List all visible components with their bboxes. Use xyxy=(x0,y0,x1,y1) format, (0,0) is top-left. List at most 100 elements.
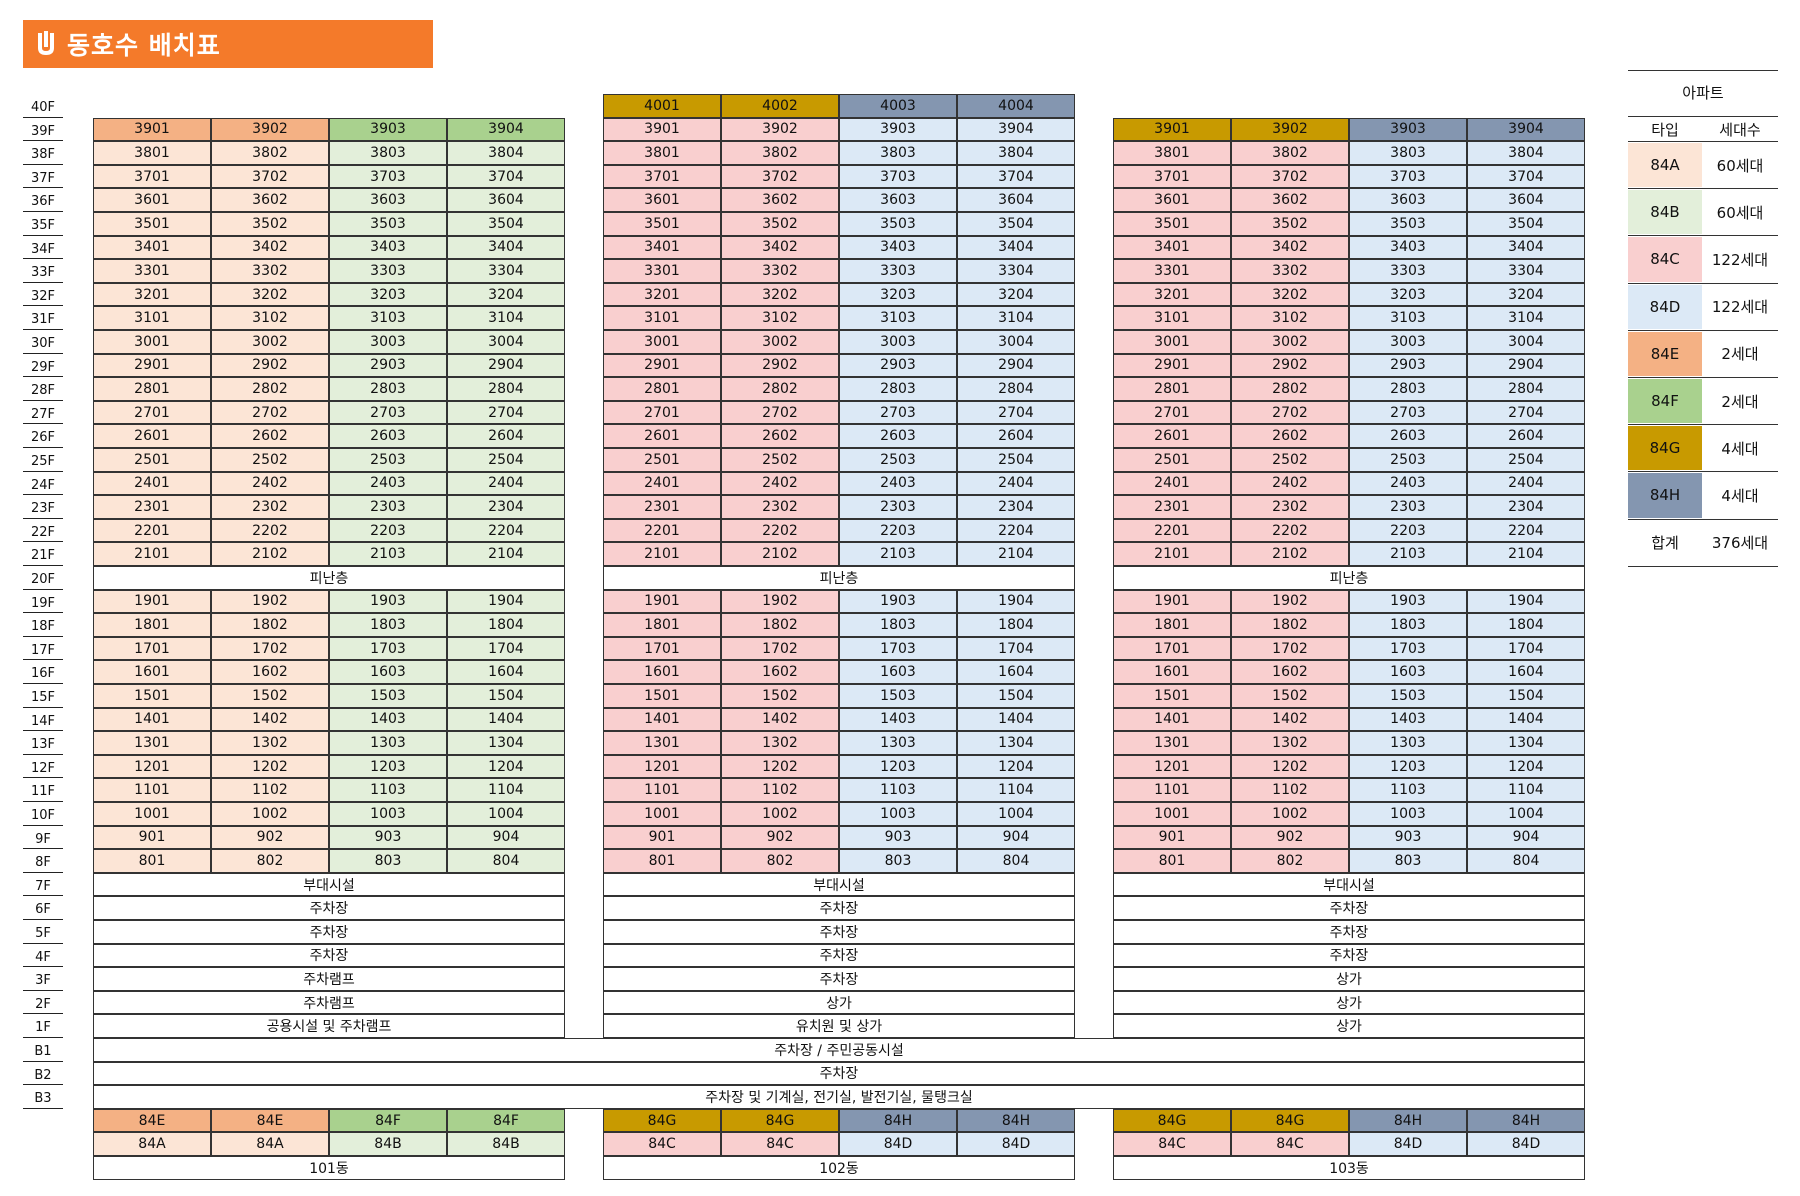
unit-cell: 2201 xyxy=(1113,518,1231,543)
unit-cell: 3401 xyxy=(93,235,211,260)
unit-cell: 1102 xyxy=(1231,778,1349,802)
facility-row: 주차램프 xyxy=(93,990,565,1015)
legend-type-swatch: 84G xyxy=(1628,426,1702,471)
floor-label: 37F xyxy=(23,167,63,189)
facility-row: 상가 xyxy=(1113,990,1585,1015)
unit-cell: 2103 xyxy=(1349,542,1467,566)
unit-cell: 1701 xyxy=(93,636,211,661)
unit-cell: 1704 xyxy=(447,636,565,661)
unit-cell: 1001 xyxy=(1113,802,1231,826)
unit-cell: 3801 xyxy=(603,141,721,165)
facility-row: 부대시설 xyxy=(1113,872,1585,897)
unit-cell: 3002 xyxy=(721,330,839,354)
unit-cell: 3703 xyxy=(839,164,957,189)
unit-cell: 904 xyxy=(447,825,565,850)
unit-cell: 1104 xyxy=(447,778,565,802)
unit-cell: 2202 xyxy=(211,518,329,543)
unit-cell: 2802 xyxy=(721,377,839,401)
floor-label: 14F xyxy=(23,710,63,732)
unit-cell: 802 xyxy=(721,849,839,873)
unit-cell: 3503 xyxy=(839,212,957,236)
facility-row: 주차장 xyxy=(603,896,1075,920)
unit-cell: 2202 xyxy=(721,518,839,543)
unit-cell: 901 xyxy=(603,825,721,850)
unit-cell: 3501 xyxy=(93,212,211,236)
unit-cell: 1702 xyxy=(211,636,329,661)
unit-cell: 3002 xyxy=(1231,330,1349,354)
unit-cell: 3603 xyxy=(839,188,957,212)
unit-cell: 1703 xyxy=(1349,636,1467,661)
unit-cell: 1504 xyxy=(1467,684,1585,708)
unit-cell: 2701 xyxy=(1113,400,1231,425)
unit-cell: 3203 xyxy=(329,282,447,307)
unit-cell: 2902 xyxy=(1231,353,1349,378)
unit-cell: 3101 xyxy=(603,306,721,330)
unit-cell: 1803 xyxy=(1349,613,1467,637)
unit-cell: 3504 xyxy=(957,212,1075,236)
unit-cell: 1701 xyxy=(603,636,721,661)
floor-label: 29F xyxy=(23,356,63,378)
unit-cell: 1704 xyxy=(957,636,1075,661)
unit-cell: 1203 xyxy=(329,754,447,779)
unit-cell: 1302 xyxy=(211,731,329,755)
unit-cell: 2903 xyxy=(839,353,957,378)
unit-cell: 1001 xyxy=(93,802,211,826)
unit-cell: 2401 xyxy=(603,471,721,496)
type-cell: 84H xyxy=(1467,1108,1585,1133)
type-cell: 84C xyxy=(603,1132,721,1156)
unit-cell: 1101 xyxy=(1113,778,1231,802)
floor-label: 9F xyxy=(23,828,63,850)
unit-cell: 2501 xyxy=(93,448,211,472)
legend-divider xyxy=(1628,377,1778,378)
unit-cell: 1904 xyxy=(447,589,565,614)
floor-label: 25F xyxy=(23,450,63,472)
floor-label: 27F xyxy=(23,403,63,425)
unit-cell: 1102 xyxy=(211,778,329,802)
unit-cell: 2101 xyxy=(93,542,211,566)
unit-cell: 2604 xyxy=(957,424,1075,448)
unit-cell: 2603 xyxy=(1349,424,1467,448)
floor-label: 18F xyxy=(23,615,63,637)
unit-cell: 2702 xyxy=(1231,400,1349,425)
unit-cell: 1702 xyxy=(721,636,839,661)
unit-cell: 903 xyxy=(329,825,447,850)
unit-cell: 803 xyxy=(329,849,447,873)
unit-cell: 1603 xyxy=(1349,660,1467,684)
unit-cell: 3803 xyxy=(1349,141,1467,165)
unit-cell: 2503 xyxy=(329,448,447,472)
unit-cell: 2402 xyxy=(721,471,839,496)
unit-cell: 1101 xyxy=(603,778,721,802)
unit-cell: 3802 xyxy=(1231,141,1349,165)
unit-cell: 3902 xyxy=(1231,117,1349,142)
unit-cell: 3001 xyxy=(603,330,721,354)
unit-cell: 3803 xyxy=(329,141,447,165)
unit-cell: 2702 xyxy=(721,400,839,425)
unit-cell: 3704 xyxy=(957,164,1075,189)
unit-cell: 3704 xyxy=(447,164,565,189)
type-cell: 84B xyxy=(329,1132,447,1156)
floor-label: 24F xyxy=(23,474,63,496)
unit-cell: 3403 xyxy=(839,235,957,260)
unit-cell: 3602 xyxy=(1231,188,1349,212)
type-cell: 84C xyxy=(1113,1132,1231,1156)
building-name: 103동 xyxy=(1113,1156,1585,1180)
unit-cell: 1202 xyxy=(721,754,839,779)
unit-cell: 801 xyxy=(93,849,211,873)
unit-cell: 1204 xyxy=(957,754,1075,779)
legend-type-swatch: 84F xyxy=(1628,379,1702,424)
unit-cell: 2504 xyxy=(1467,448,1585,472)
building-name: 102동 xyxy=(603,1156,1075,1180)
unit-cell: 2403 xyxy=(839,471,957,496)
unit-cell: 3103 xyxy=(1349,306,1467,330)
floor-label: 22F xyxy=(23,521,63,543)
unit-cell: 3101 xyxy=(1113,306,1231,330)
unit-cell: 3404 xyxy=(1467,235,1585,260)
unit-cell: 1602 xyxy=(721,660,839,684)
unit-cell: 3302 xyxy=(211,259,329,283)
unit-cell: 3303 xyxy=(839,259,957,283)
unit-cell: 902 xyxy=(1231,825,1349,850)
unit-cell: 1902 xyxy=(211,589,329,614)
unit-cell: 3601 xyxy=(1113,188,1231,212)
unit-cell: 3301 xyxy=(1113,259,1231,283)
unit-cell: 2404 xyxy=(957,471,1075,496)
